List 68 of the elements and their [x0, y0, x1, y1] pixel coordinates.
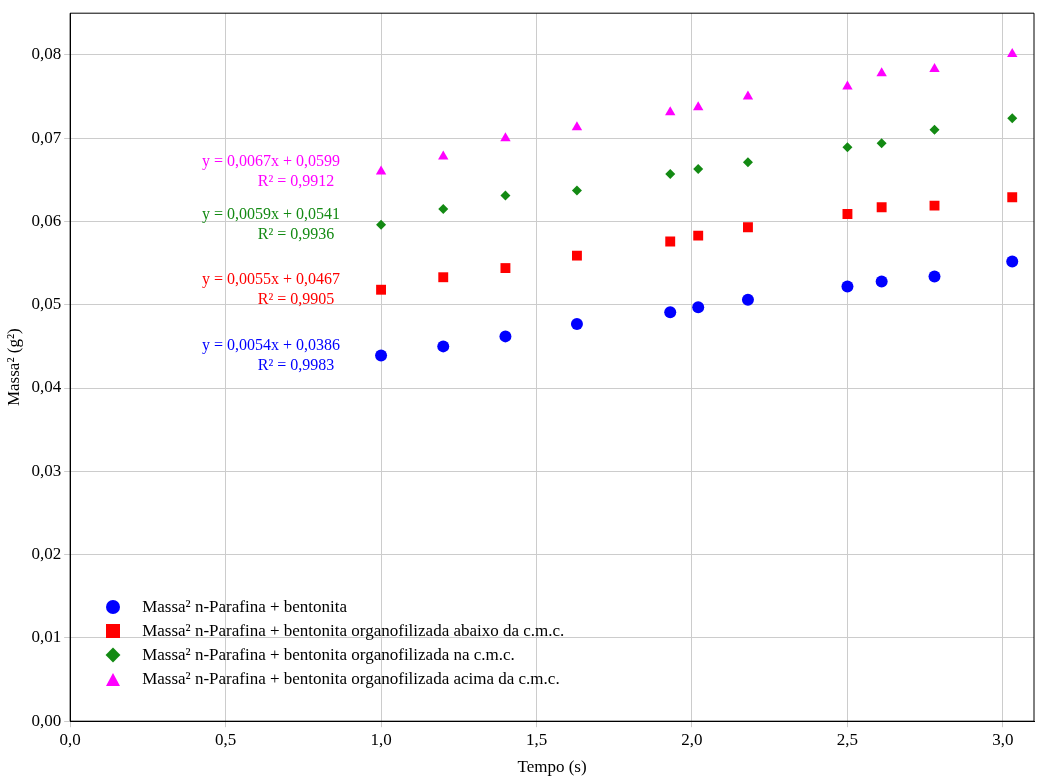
point [842, 208, 853, 219]
y-tick-label: 0,03 [31, 460, 62, 480]
point [876, 67, 887, 77]
x-tick-label: 1,5 [525, 729, 548, 749]
point [929, 63, 940, 73]
y-tick-label: 0,07 [31, 127, 62, 147]
point [1007, 48, 1018, 58]
point [743, 222, 753, 233]
x-tick-label: 0,5 [214, 729, 237, 749]
point [665, 236, 676, 247]
point [499, 330, 512, 343]
point [929, 124, 940, 135]
point [571, 185, 582, 196]
point [438, 203, 449, 214]
y-tick-label: 0,01 [31, 627, 62, 647]
point [438, 272, 449, 283]
point [570, 317, 583, 330]
point [741, 293, 754, 306]
annotation: y = 0,0059x + 0,0541 R² = 0,9936 [202, 204, 341, 242]
point [665, 106, 676, 116]
point [375, 165, 387, 175]
x-tick-label: 0,0 [59, 729, 81, 749]
point [1007, 192, 1018, 203]
point [500, 263, 511, 274]
point [665, 168, 676, 179]
point [693, 163, 704, 174]
x-tick-label: 2,0 [681, 729, 703, 749]
x-axis-title: Tempo (s) [517, 757, 587, 777]
x-tick-label: 1,0 [370, 729, 392, 749]
point [928, 270, 941, 283]
point [500, 132, 511, 142]
point [841, 280, 854, 293]
y-tick-label: 0,00 [31, 710, 62, 730]
point [1006, 255, 1019, 268]
point [437, 340, 450, 353]
legend-label: Massa² n-Parafina + bentonita [142, 596, 348, 619]
y-tick-label: 0,04 [31, 377, 62, 397]
x-tick-label: 2,5 [836, 729, 859, 749]
y-tick-label: 0,06 [31, 210, 62, 230]
point [572, 250, 582, 261]
point [876, 138, 887, 149]
y-axis-title: Massa² (g²) [3, 328, 23, 407]
point [1007, 113, 1018, 124]
point [693, 230, 704, 241]
annotation: y = 0,0054x + 0,0386 R² = 0,9983 [202, 335, 341, 373]
legend-label: Massa² n-Parafina + bentonita organofilizada acima da c.m.c. [142, 668, 560, 691]
point [742, 90, 754, 100]
point [571, 121, 583, 131]
point [742, 157, 753, 168]
point [876, 202, 887, 213]
y-tick-label: 0,05 [31, 294, 62, 314]
y-tick-label: 0,02 [31, 544, 62, 564]
point [376, 219, 387, 230]
point [500, 190, 511, 201]
point [842, 142, 853, 153]
point [875, 275, 888, 288]
legend-label: Massa² n-Parafina + bentonita organofilizada na c.m.c. [142, 644, 515, 667]
point [375, 349, 388, 362]
point [929, 200, 940, 211]
point [376, 284, 387, 295]
x-tick-label: 3,0 [992, 729, 1014, 749]
point [664, 306, 677, 319]
legend-label: Massa² n-Parafina + bentonita organofilizada abaixo da c.m.c. [142, 620, 565, 643]
point [693, 101, 704, 111]
annotation: y = 0,0067x + 0,0599 R² = 0,9912 [202, 151, 341, 189]
y-tick-label: 0,08 [31, 44, 62, 64]
annotation: y = 0,0055x + 0,0467 R² = 0,9905 [202, 269, 341, 307]
point [692, 301, 705, 314]
